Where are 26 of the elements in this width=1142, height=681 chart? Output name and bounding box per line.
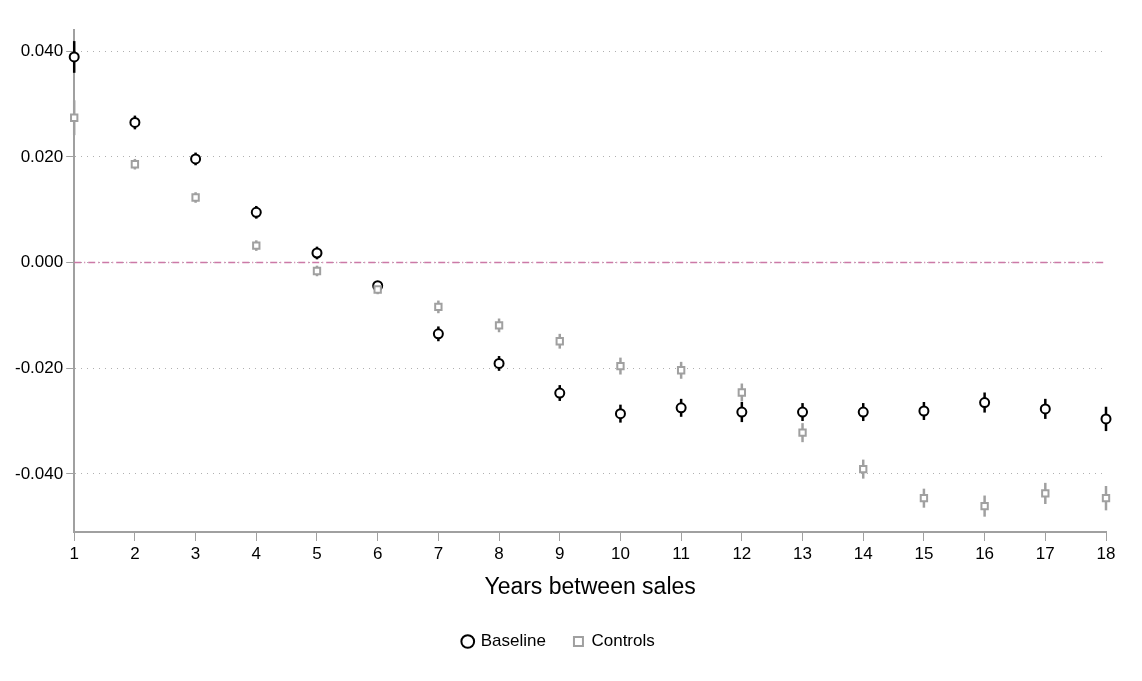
x-tick-label: 6 [372, 543, 383, 563]
x-tick-label: 4 [251, 543, 262, 563]
x-tick-label: 2 [130, 543, 140, 563]
x-tick-label: 9 [555, 543, 565, 563]
y-tick-label: -0.040 [15, 463, 64, 483]
x-tick-label: 1 [69, 543, 79, 563]
y-tick-label: 0.020 [20, 146, 64, 166]
x-axis-title: Years between sales [484, 572, 696, 599]
x-tick-label: 16 [975, 543, 995, 563]
x-tick-label: 15 [914, 543, 934, 563]
x-tick-label: 18 [1096, 543, 1116, 563]
legend-label: Controls [591, 631, 655, 651]
y-tick-label: -0.020 [15, 357, 64, 377]
x-tick-label: 3 [190, 543, 201, 563]
x-tick-label: 5 [312, 543, 322, 563]
x-tick-label: 11 [672, 543, 690, 563]
x-tick-label: 8 [494, 543, 504, 563]
x-tick-label: 14 [853, 543, 873, 563]
x-tick-label: 17 [1035, 543, 1055, 563]
y-tick-label: 0.040 [20, 40, 64, 60]
x-tick-label: 7 [433, 543, 444, 563]
y-tick-label: 0.000 [20, 252, 64, 272]
x-tick-label: 12 [732, 543, 752, 563]
x-tick-label: 13 [793, 543, 812, 563]
x-tick-label: 10 [610, 543, 630, 563]
legend-label: Baseline [480, 631, 546, 651]
